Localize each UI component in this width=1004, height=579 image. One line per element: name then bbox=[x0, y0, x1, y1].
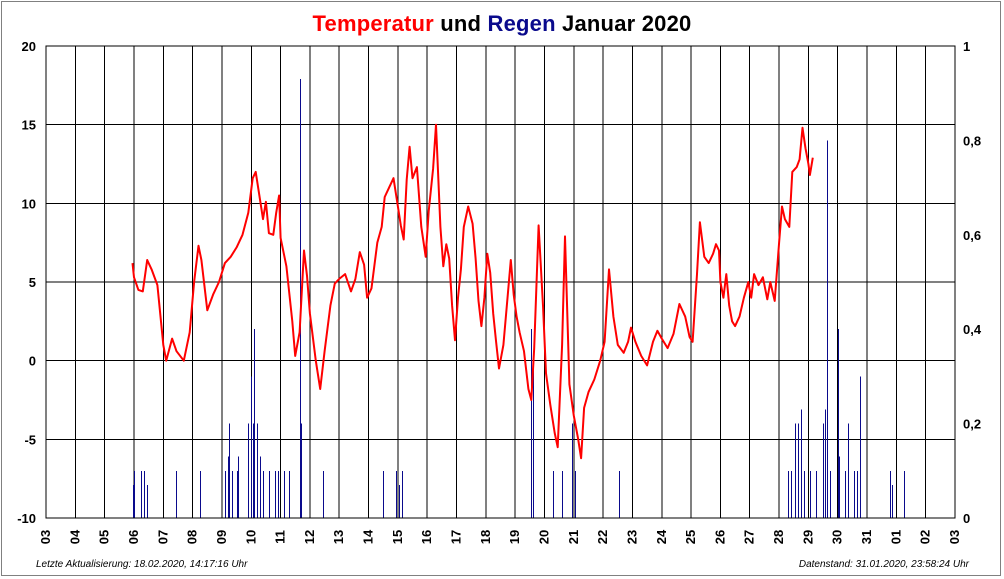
x-tick-label: 09 bbox=[214, 530, 229, 544]
right-y-tick-label: 0,2 bbox=[963, 417, 981, 432]
left-y-tick-label: -10 bbox=[17, 511, 36, 526]
x-tick-label: 14 bbox=[361, 529, 376, 544]
plot-area-border bbox=[45, 45, 956, 519]
chart-grid bbox=[46, 46, 955, 518]
x-tick-label: 07 bbox=[155, 530, 170, 544]
left-y-tick-label: 5 bbox=[29, 275, 36, 290]
left-y-tick-label: 15 bbox=[22, 118, 36, 133]
x-tick-label: 08 bbox=[185, 530, 200, 544]
title-rain-word: Regen bbox=[487, 11, 556, 36]
x-tick-label: 25 bbox=[683, 530, 698, 544]
title-temperature-word: Temperatur bbox=[312, 11, 434, 36]
x-tick-label: 01 bbox=[888, 530, 903, 544]
x-tick-label: 19 bbox=[507, 530, 522, 544]
right-y-axis-labels: 0 0,2 0,4 0,6 0,8 1 bbox=[963, 39, 982, 526]
x-tick-label: 28 bbox=[771, 530, 786, 544]
x-tick-label: 24 bbox=[654, 529, 669, 544]
temperature-series bbox=[131, 123, 814, 460]
x-tick-label: 03 bbox=[947, 530, 962, 544]
x-tick-label: 13 bbox=[331, 530, 346, 544]
x-tick-label: 20 bbox=[536, 530, 551, 544]
x-axis-labels: 03 04 05 06 07 08 09 10 11 12 13 14 15 16 17 18 19 20 21 22… bbox=[38, 529, 962, 544]
x-tick-label: 18 bbox=[478, 530, 493, 544]
left-y-tick-label: 20 bbox=[22, 39, 36, 54]
temperature-line bbox=[131, 123, 814, 460]
right-y-tick-label: 0,4 bbox=[963, 322, 982, 337]
right-y-tick-label: 0,8 bbox=[963, 133, 981, 148]
chart-title: Temperatur und Regen Januar 2020 bbox=[0, 11, 1004, 37]
x-tick-label: 02 bbox=[918, 530, 933, 544]
x-tick-label: 31 bbox=[859, 530, 874, 544]
x-tick-label: 15 bbox=[390, 530, 405, 544]
x-tick-label: 23 bbox=[624, 530, 639, 544]
rain-series bbox=[132, 79, 906, 518]
left-y-tick-label: 10 bbox=[22, 196, 36, 211]
x-tick-label: 05 bbox=[97, 530, 112, 544]
data-status-note: Datenstand: 31.01.2020, 23:58:24 Uhr bbox=[798, 559, 969, 570]
left-y-tick-label: 0 bbox=[29, 354, 36, 369]
x-tick-label: 10 bbox=[243, 530, 258, 544]
right-y-tick-label: 0 bbox=[963, 511, 970, 526]
x-tick-label: 22 bbox=[595, 530, 610, 544]
title-period: Januar 2020 bbox=[555, 11, 692, 36]
x-tick-label: 26 bbox=[712, 530, 727, 544]
last-update-note: Letzte Aktualisierung: 18.02.2020, 14:17… bbox=[36, 559, 248, 570]
right-y-tick-label: 1 bbox=[963, 39, 970, 54]
x-tick-label: 17 bbox=[449, 530, 464, 544]
left-y-tick-label: -5 bbox=[24, 432, 36, 447]
x-tick-label: 30 bbox=[830, 530, 845, 544]
x-tick-label: 11 bbox=[273, 530, 288, 544]
x-tick-label: 12 bbox=[302, 530, 317, 544]
x-tick-label: 29 bbox=[800, 530, 815, 544]
x-tick-label: 03 bbox=[38, 530, 53, 544]
right-y-tick-label: 0,6 bbox=[963, 228, 981, 243]
left-y-axis-labels: -10 -5 0 5 10 15 20 bbox=[17, 39, 36, 526]
x-tick-label: 04 bbox=[67, 529, 82, 544]
plot-border bbox=[45, 45, 956, 519]
title-connector: und bbox=[433, 11, 488, 36]
x-tick-label: 16 bbox=[419, 530, 434, 544]
x-tick-label: 06 bbox=[126, 530, 141, 544]
x-tick-label: 27 bbox=[742, 530, 757, 544]
x-tick-label: 21 bbox=[566, 530, 581, 544]
